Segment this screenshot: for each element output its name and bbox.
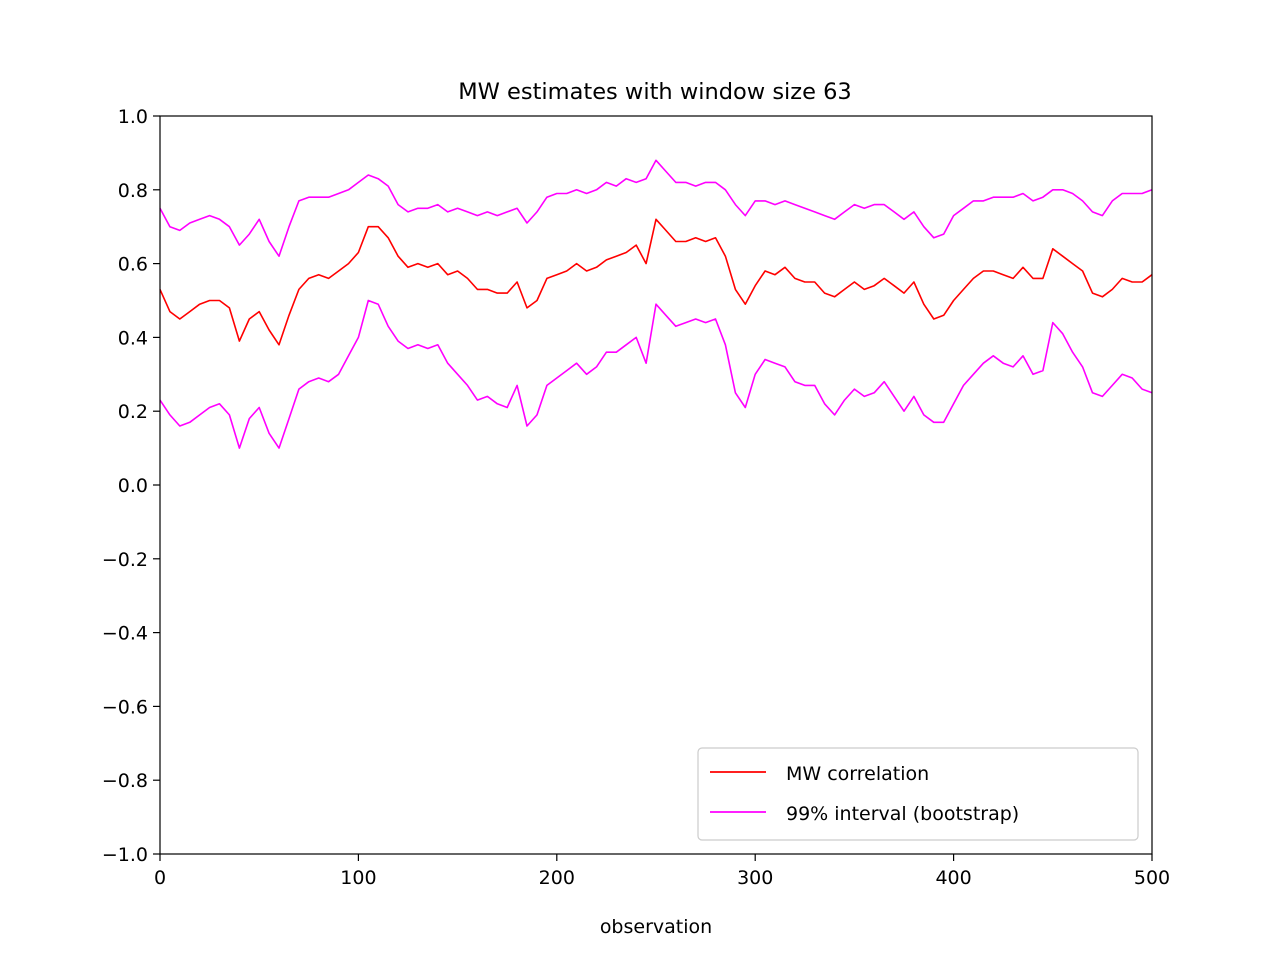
legend-label-interval: 99% interval (bootstrap) (786, 803, 1019, 825)
x-axis-label: observation (600, 916, 712, 938)
x-tick-label: 400 (935, 867, 971, 889)
x-tick-label: 500 (1134, 867, 1170, 889)
y-tick-label: −0.4 (102, 623, 148, 645)
legend: MW correlation 99% interval (bootstrap) (697, 747, 1139, 841)
x-tick-label: 300 (737, 867, 773, 889)
y-tick-label: 0.6 (118, 254, 148, 276)
chart-title: MW estimates with window size 63 (458, 79, 852, 105)
interval-lower-line (159, 299, 1153, 449)
x-tick-label: 200 (539, 867, 575, 889)
y-tick-label: −0.2 (102, 549, 148, 571)
y-tick-label: −1.0 (102, 844, 148, 866)
y-tick-label: 0.4 (118, 327, 148, 349)
legend-box (697, 747, 1139, 841)
y-tick-label: −0.6 (102, 696, 148, 718)
y-tick-label: 0.0 (118, 475, 148, 497)
y-axis: −1.0 −0.8 −0.6 −0.4 −0.2 0.0 0.2 0.4 0.6 0.8 1.0 (102, 106, 160, 866)
legend-label-mw-correlation: MW correlation (786, 763, 929, 785)
plot-area (159, 159, 1153, 449)
interval-upper-line (159, 159, 1153, 258)
y-tick-label: 0.8 (118, 180, 148, 202)
axes-frame (159, 115, 1153, 855)
y-tick-label: 1.0 (118, 106, 148, 128)
x-axis: 0 100 200 300 400 500 (154, 854, 1170, 889)
mw-correlation-line (159, 218, 1153, 346)
x-tick-label: 100 (340, 867, 376, 889)
y-tick-label: −0.8 (102, 770, 148, 792)
x-tick-label: 0 (154, 867, 166, 889)
y-tick-label: 0.2 (118, 401, 148, 423)
